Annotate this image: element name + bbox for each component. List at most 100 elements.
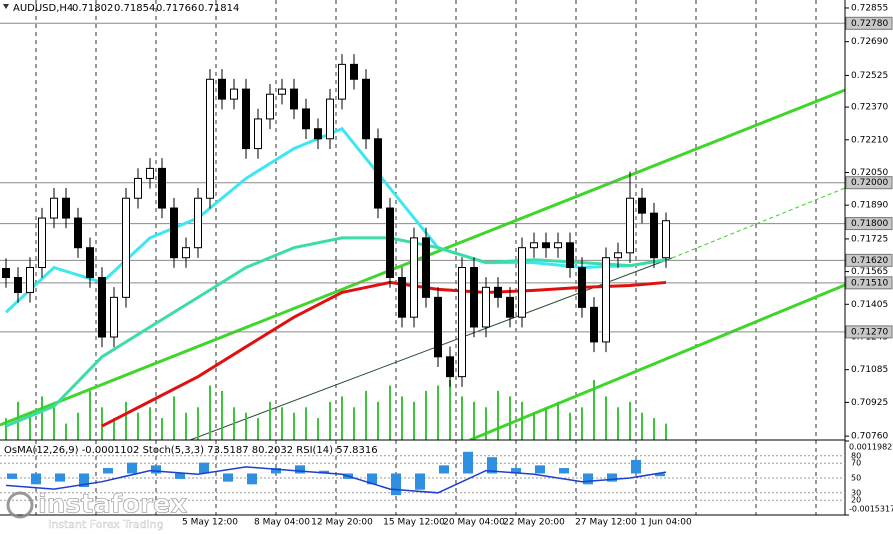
candle-body bbox=[134, 177, 142, 199]
osma-bar bbox=[319, 470, 329, 474]
volume-bar bbox=[665, 423, 667, 440]
osc-level-label: 50 bbox=[851, 474, 861, 483]
volume-bar bbox=[5, 418, 7, 440]
x-tick-label: 20 May 04:00 bbox=[443, 518, 505, 528]
candle-body bbox=[482, 286, 490, 328]
y-tick-label: 0.72210 bbox=[851, 135, 888, 145]
x-tick-label: 15 May 12:00 bbox=[383, 518, 445, 528]
candle-body bbox=[386, 207, 394, 279]
volume-bar bbox=[101, 407, 103, 440]
y-tick-label: 0.71890 bbox=[851, 201, 888, 211]
osma-bar bbox=[607, 473, 617, 482]
volume-bar bbox=[257, 418, 259, 440]
osma-bar bbox=[103, 468, 113, 474]
osma-bar bbox=[367, 473, 377, 485]
osma-bar bbox=[487, 457, 497, 474]
candle-body bbox=[470, 267, 478, 328]
volume-bar bbox=[89, 390, 91, 440]
volume-bar bbox=[533, 412, 535, 440]
volume-bar bbox=[41, 396, 43, 440]
candle-body bbox=[62, 197, 70, 219]
osma-bar bbox=[127, 462, 137, 474]
time-grid bbox=[35, 0, 817, 515]
volume-bar bbox=[209, 385, 211, 440]
candle-body bbox=[410, 237, 418, 318]
osma-bar bbox=[583, 473, 593, 485]
candle-body bbox=[518, 247, 526, 318]
x-tick-label: 8 May 04:00 bbox=[254, 518, 310, 528]
osma-bar bbox=[271, 468, 281, 474]
candle-body bbox=[170, 207, 178, 259]
candle-body bbox=[494, 286, 502, 298]
symbol: AUDUSD,H4 bbox=[13, 3, 73, 14]
candle-body bbox=[662, 220, 670, 259]
x-tick-label: 5 May 12:00 bbox=[182, 518, 238, 528]
watermark-brand: instaforex bbox=[38, 490, 188, 520]
candle-body bbox=[602, 257, 610, 343]
x-tick-label: 12 May 20:00 bbox=[311, 518, 373, 528]
volume-bar bbox=[437, 385, 439, 440]
y-tick-label: 0.71085 bbox=[851, 365, 888, 375]
candle-body bbox=[122, 197, 130, 298]
osma-bar bbox=[511, 468, 521, 474]
candle-body bbox=[242, 88, 250, 150]
candle-body bbox=[338, 63, 346, 100]
volume-bar bbox=[605, 396, 607, 440]
volume-bar bbox=[317, 418, 319, 440]
trend-line bbox=[469, 283, 845, 440]
candle-body bbox=[182, 247, 190, 259]
osc-level-label: 70 bbox=[851, 459, 861, 468]
oscillator-panel bbox=[0, 451, 845, 501]
volume-bar bbox=[473, 401, 475, 440]
level-label-box bbox=[845, 16, 893, 30]
volume-bar bbox=[329, 401, 331, 440]
y-tick-label: 0.72525 bbox=[851, 71, 888, 81]
candle-body bbox=[422, 237, 430, 298]
volume-bar bbox=[53, 407, 55, 440]
volume-bar bbox=[389, 385, 391, 440]
osc-level-label: 20 bbox=[851, 496, 861, 505]
candle-body bbox=[110, 296, 118, 338]
candle-body bbox=[578, 267, 586, 308]
candle-body bbox=[302, 108, 310, 130]
y-tick-label: 0.72855 bbox=[851, 3, 888, 13]
volume-bar bbox=[149, 407, 151, 440]
candle-body bbox=[74, 217, 82, 249]
candle-body bbox=[290, 88, 298, 110]
osc-tick-label: -0.0015317 bbox=[849, 505, 893, 514]
osc-level-label: 30 bbox=[851, 488, 861, 497]
osma-bar bbox=[79, 473, 89, 488]
level-label-box bbox=[845, 325, 893, 339]
level-label: 0.71620 bbox=[851, 256, 888, 266]
candle-body bbox=[38, 217, 46, 269]
candle-body bbox=[158, 167, 166, 209]
volume-bar bbox=[113, 418, 115, 440]
level-label: 0.72780 bbox=[851, 19, 888, 29]
volume-bar bbox=[29, 412, 31, 440]
ohlc-value: 0.71854 bbox=[114, 3, 155, 14]
volume-bar bbox=[281, 407, 283, 440]
osma-bar bbox=[7, 473, 17, 479]
volume-bar bbox=[353, 407, 355, 440]
ohlc-header: 0.71802 0.71854 0.71766 0.71814 bbox=[72, 3, 239, 14]
volume-bar bbox=[641, 412, 643, 440]
volume-bar bbox=[269, 401, 271, 440]
osma-bar bbox=[655, 473, 665, 477]
y-tick-label: 0.71565 bbox=[851, 267, 888, 277]
candle-body bbox=[86, 247, 94, 279]
candle-body bbox=[314, 128, 322, 140]
volume-bar bbox=[173, 396, 175, 440]
osma-bar bbox=[631, 459, 641, 474]
osma-bar bbox=[535, 465, 545, 474]
volume-bar bbox=[593, 380, 595, 440]
candle-body bbox=[278, 88, 286, 95]
volume-bar bbox=[557, 401, 559, 440]
level-label-box bbox=[845, 217, 893, 231]
candle-body bbox=[374, 138, 382, 209]
y-tick-label: 0.71405 bbox=[851, 300, 888, 310]
candle-body bbox=[506, 296, 514, 318]
candle-body bbox=[446, 356, 454, 378]
volume-bar bbox=[653, 418, 655, 440]
volume-bar bbox=[629, 401, 631, 440]
candle-body bbox=[26, 267, 34, 293]
